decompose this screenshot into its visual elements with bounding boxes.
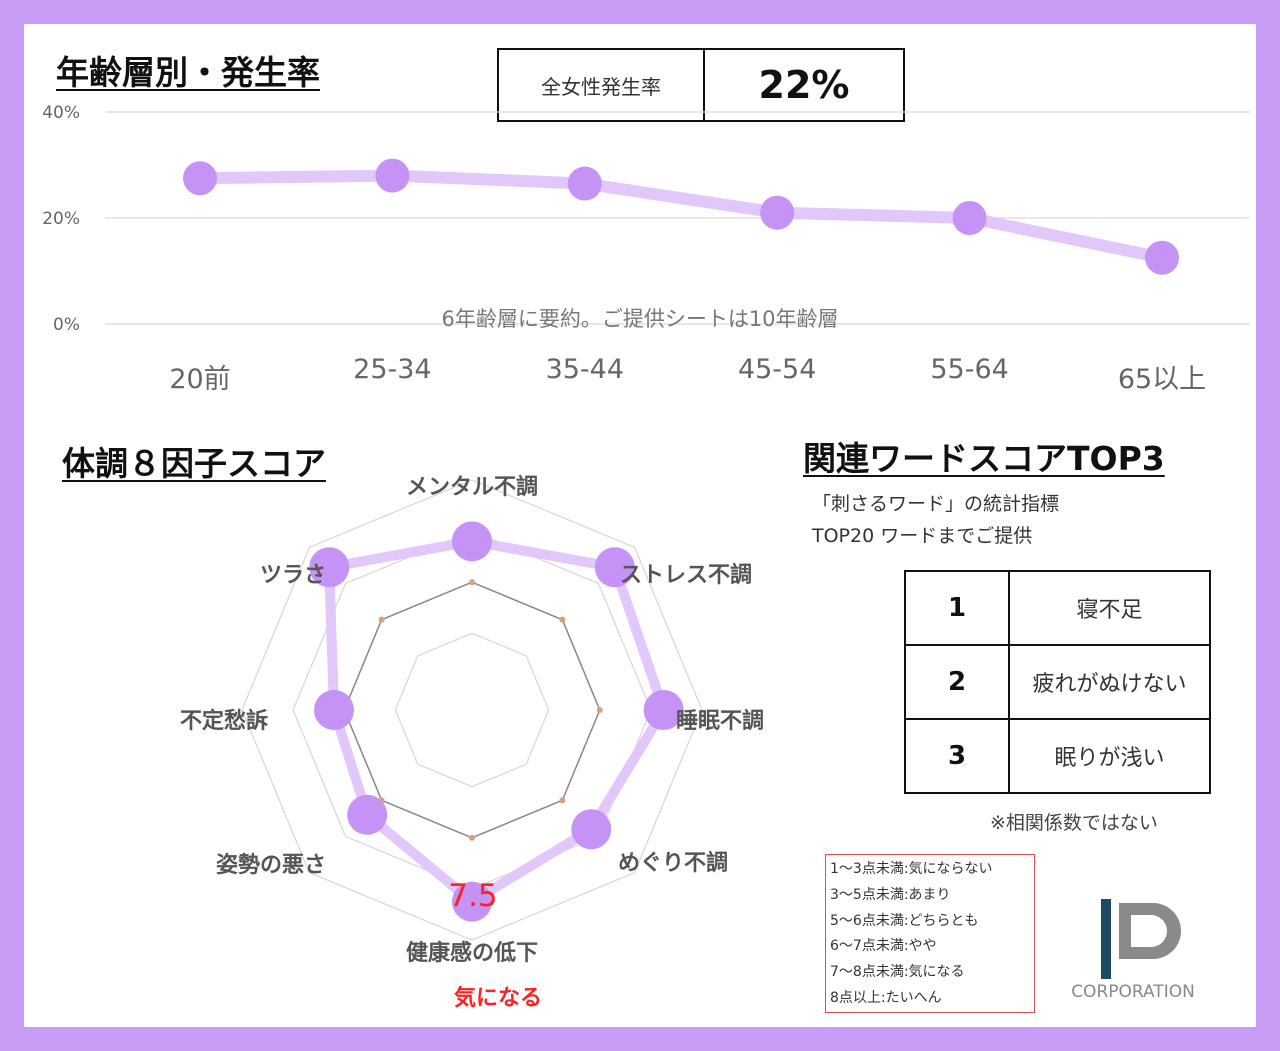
radar-data-point: [347, 794, 388, 835]
highlight-score: 7.5: [448, 878, 498, 914]
radar-reference-point: [469, 579, 475, 586]
age-data-point: [183, 161, 217, 196]
words-section-title: 関連ワードスコアTOP3: [803, 439, 1165, 478]
score-legend-item: 8点以上:たいへん: [830, 989, 942, 1006]
word-text: 寝不足: [1008, 570, 1211, 646]
radar-reference-point: [596, 707, 603, 713]
highlight-level: 気になる: [453, 986, 542, 1011]
radar-series-polygon: [324, 536, 669, 907]
table-row: 2 疲れがぬけない: [904, 644, 1211, 720]
radar-data-point: [309, 547, 350, 588]
overall-rate-label: 全女性発生率: [499, 50, 705, 120]
age-category-label: 25-34: [353, 354, 431, 385]
table-row: 3 眠りが浅い: [904, 718, 1211, 794]
radar-data-point: [314, 690, 354, 730]
radar-reference-point: [559, 616, 566, 623]
word-text: 疲れがぬけない: [1008, 644, 1211, 720]
radar-data-point: [452, 881, 492, 922]
age-series-line: [194, 169, 1168, 264]
age-category-label: 55-64: [930, 354, 1008, 385]
score-legend-item: 1～3点未満:気にならない: [830, 861, 993, 877]
company-logo-icon: [1101, 899, 1181, 979]
age-data-point: [952, 201, 987, 235]
age-data-point: [760, 195, 795, 230]
score-legend: 1～3点未満:気にならない 3～5点未満:あまり 5～6点未満:どちらとも 6～…: [825, 854, 1035, 1013]
table-row: 1 寝不足: [904, 570, 1211, 646]
radar-axis-label: 健康感の低下: [406, 940, 538, 966]
age-data-point: [1145, 240, 1179, 275]
overall-rate-value: 22%: [758, 63, 850, 107]
radar-axis-label: 姿勢の悪さ: [216, 852, 326, 878]
radar-ring: [394, 632, 550, 788]
radar-ring: [241, 479, 703, 941]
radar-axis-label: ストレス不調: [620, 562, 752, 588]
age-chart-grid: [105, 111, 1250, 325]
words-description-line-1: 「刺さるワード」の統計指標: [812, 493, 1060, 515]
age-y-tick-label: 20%: [42, 209, 80, 229]
age-data-point: [375, 158, 410, 193]
radar-reference-point: [469, 834, 475, 841]
score-legend-item: 5～6点未満:どちらとも: [830, 912, 979, 929]
age-line-chart: 0% 20% 40% 20前 25-34 35-44 45-54 55-64 65以上: [42, 103, 1250, 395]
age-y-tick-label: 0%: [53, 315, 80, 335]
radar-axis-label: ツラさ: [260, 563, 326, 588]
age-chart-y-ticks: 0% 20% 40%: [42, 103, 80, 335]
radar-data-point: [571, 809, 612, 850]
radar-data-point: [643, 690, 684, 730]
age-data-point: [567, 166, 602, 201]
score-legend-item: 6～7点未満:やや: [830, 938, 937, 955]
radar-data-point: [452, 521, 492, 562]
radar-axis-label: メンタル不調: [406, 474, 538, 500]
words-footnote: ※相関係数ではない: [990, 812, 1158, 834]
score-legend-item: 3～5点未満:あまり: [830, 886, 951, 903]
score-legend-item: 7～8点未満:気になる: [830, 964, 965, 981]
radar-axis-label: 睡眠不調: [676, 708, 764, 734]
age-series-points: [183, 158, 1179, 275]
radar-axis-label: めぐり不調: [618, 850, 728, 876]
word-rank: 3: [904, 718, 1010, 794]
words-description-line-2: TOP20 ワードまでご提供: [812, 525, 1033, 547]
radar-reference-point: [559, 797, 566, 804]
age-category-label: 45-54: [738, 354, 816, 385]
word-rank: 1: [904, 570, 1010, 646]
overall-rate-box: 全女性発生率 22%: [497, 48, 905, 122]
age-category-label: 35-44: [546, 354, 624, 385]
age-chart-categories: 20前 25-34 35-44 45-54 55-64 65以上: [169, 354, 1206, 395]
age-y-tick-label: 40%: [42, 103, 80, 123]
age-category-label: 20前: [169, 364, 230, 395]
radar-axis-label: 不定愁訴: [180, 708, 268, 734]
radar-series-points: [309, 521, 684, 922]
word-rank: 2: [904, 644, 1010, 720]
age-category-label: 65以上: [1118, 364, 1206, 395]
age-section-title: 年齢層別・発生率: [56, 53, 320, 92]
company-logo-text: CORPORATION: [1071, 982, 1195, 1002]
words-description: 「刺さるワード」の統計指標 TOP20 ワードまでご提供: [812, 488, 1059, 552]
radar-section-title: 体調８因子スコア: [62, 444, 326, 483]
radar-reference-point: [378, 616, 385, 623]
radar-data-point: [594, 547, 635, 588]
top-words-table: 1 寝不足 2 疲れがぬけない 3 眠りが浅い: [904, 570, 1211, 794]
word-text: 眠りが浅い: [1008, 718, 1211, 794]
age-chart-note: 6年齢層に要約。ご提供シートは10年齢層: [441, 307, 839, 331]
